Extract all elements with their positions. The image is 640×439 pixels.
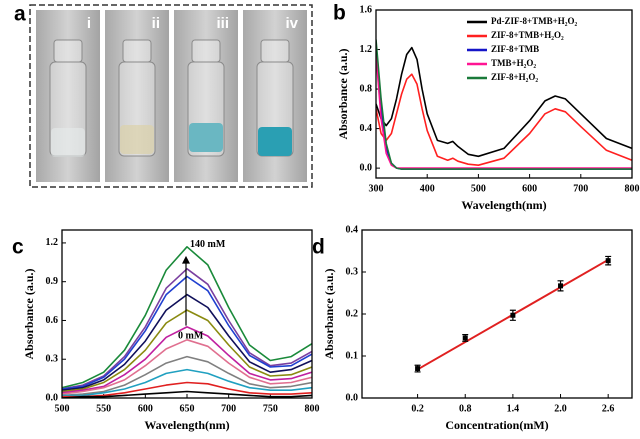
x-tick-label: 700 — [221, 403, 236, 414]
x-tick-label: 650 — [180, 403, 195, 414]
series-line — [376, 73, 632, 166]
vial-label: iv — [285, 15, 298, 32]
x-tick-label: 800 — [305, 403, 320, 414]
x-tick-label: 550 — [96, 403, 111, 414]
series-line — [62, 268, 312, 390]
series-line — [62, 275, 312, 390]
vial-photos: i ii iii iv — [36, 10, 307, 182]
x-tick-label: 300 — [369, 183, 384, 194]
legend-label: Pd-ZIF-8+TMB+H₂O₂ — [491, 16, 577, 26]
y-tick-label: 0.4 — [346, 224, 359, 235]
y-tick-label: 1.2 — [46, 237, 59, 248]
y-axis-label: Absorbance (a.u.) — [22, 268, 36, 359]
plot-frame — [375, 9, 633, 179]
arrow-head — [182, 255, 190, 264]
x-tick-label: 600 — [138, 403, 153, 414]
plot-frame — [61, 229, 313, 399]
x-tick-label: 700 — [573, 183, 588, 194]
vial-cap-thread — [191, 39, 221, 63]
series-line — [62, 381, 312, 398]
legend-label: TMB+H₂O₂ — [491, 58, 536, 68]
plot-frame — [361, 229, 633, 399]
vial-liquid — [120, 125, 154, 154]
legend-label: ZIF-8+H₂O₂ — [491, 72, 538, 82]
y-tick-label: 0.6 — [46, 315, 59, 326]
vial-label: iii — [216, 15, 229, 32]
y-tick-label: 0.8 — [360, 83, 373, 94]
series-line — [62, 339, 312, 395]
x-tick-label: 1.4 — [507, 403, 520, 414]
y-tick-label: 0.3 — [46, 354, 59, 365]
y-tick-label: 0.3 — [346, 266, 359, 277]
legend-label: ZIF-8+TMB+H₂O₂ — [491, 30, 564, 40]
y-axis-label: Absorbance (a.u.) — [336, 48, 350, 139]
point — [558, 283, 564, 289]
x-tick-label: 500 — [55, 403, 70, 414]
panel-label: b — [333, 2, 346, 25]
series-line — [62, 246, 312, 389]
x-tick-label: 800 — [625, 183, 640, 194]
series-line — [62, 368, 312, 397]
x-tick-label: 2.6 — [602, 403, 615, 414]
x-axis-label: Concentration(mM) — [445, 418, 548, 432]
vial-liquid — [258, 127, 292, 156]
point — [415, 366, 421, 372]
x-tick-label: 500 — [471, 183, 486, 194]
y-axis-label: Absorbance (a.u.) — [322, 268, 336, 359]
chart: b 300 400 500 600 700 800 0.0 0.4 0.8 1.2 1.6 Wavele… — [333, 2, 640, 212]
point — [510, 312, 516, 318]
x-axis-label: Wavelength(nm) — [144, 418, 229, 432]
y-tick-label: 0.9 — [46, 276, 59, 287]
vial-cap-thread — [260, 39, 290, 63]
x-tick-label: 750 — [263, 403, 278, 414]
series-line — [62, 293, 312, 391]
y-tick-label: 0.0 — [46, 392, 59, 403]
vial-liquid — [51, 128, 85, 157]
vial-cap-thread — [122, 39, 152, 63]
point — [462, 335, 468, 341]
series-line — [62, 355, 312, 397]
y-tick-label: 0.1 — [346, 350, 359, 361]
panel-label: d — [312, 236, 325, 259]
y-tick-label: 0.2 — [346, 308, 359, 319]
vial-cap-thread — [53, 39, 83, 63]
point — [605, 258, 611, 264]
series-line — [62, 309, 312, 393]
panel-label: c — [12, 236, 24, 259]
series-line — [376, 39, 632, 170]
series-line — [376, 46, 632, 158]
annotation: 140 mM — [190, 239, 226, 250]
series-line — [62, 326, 312, 394]
photo-frame — [29, 4, 313, 188]
annotation: 0 mM — [178, 330, 204, 341]
panel-label: a — [14, 3, 26, 26]
y-tick-label: 0.0 — [360, 162, 373, 173]
x-tick-label: 0.2 — [411, 403, 424, 414]
y-tick-label: 0.0 — [346, 392, 359, 403]
x-tick-label: 400 — [420, 183, 435, 194]
vial-label: i — [87, 15, 91, 32]
x-tick-label: 600 — [522, 183, 537, 194]
x-axis-label: Wavelength(nm) — [461, 198, 546, 212]
chart: d 0.2 0.8 1.4 2.0 2.6 0.0 0.1 0.2 0.3 0.4 Concentra… — [312, 224, 633, 432]
y-tick-label: 1.6 — [360, 4, 373, 15]
photo — [174, 10, 238, 182]
series-line — [62, 390, 312, 398]
y-tick-label: 0.4 — [360, 123, 373, 134]
x-tick-label: 2.0 — [554, 403, 567, 414]
chart: c 500 550 600 650 700 750 800 0.0 0.3 0.6 0.9 1.2 Wav… — [12, 229, 320, 432]
vial-liquid — [189, 123, 223, 152]
x-tick-label: 0.8 — [459, 403, 472, 414]
vial-label: ii — [152, 15, 160, 32]
legend-label: ZIF-8+TMB — [491, 44, 539, 54]
y-tick-label: 1.2 — [360, 44, 373, 55]
